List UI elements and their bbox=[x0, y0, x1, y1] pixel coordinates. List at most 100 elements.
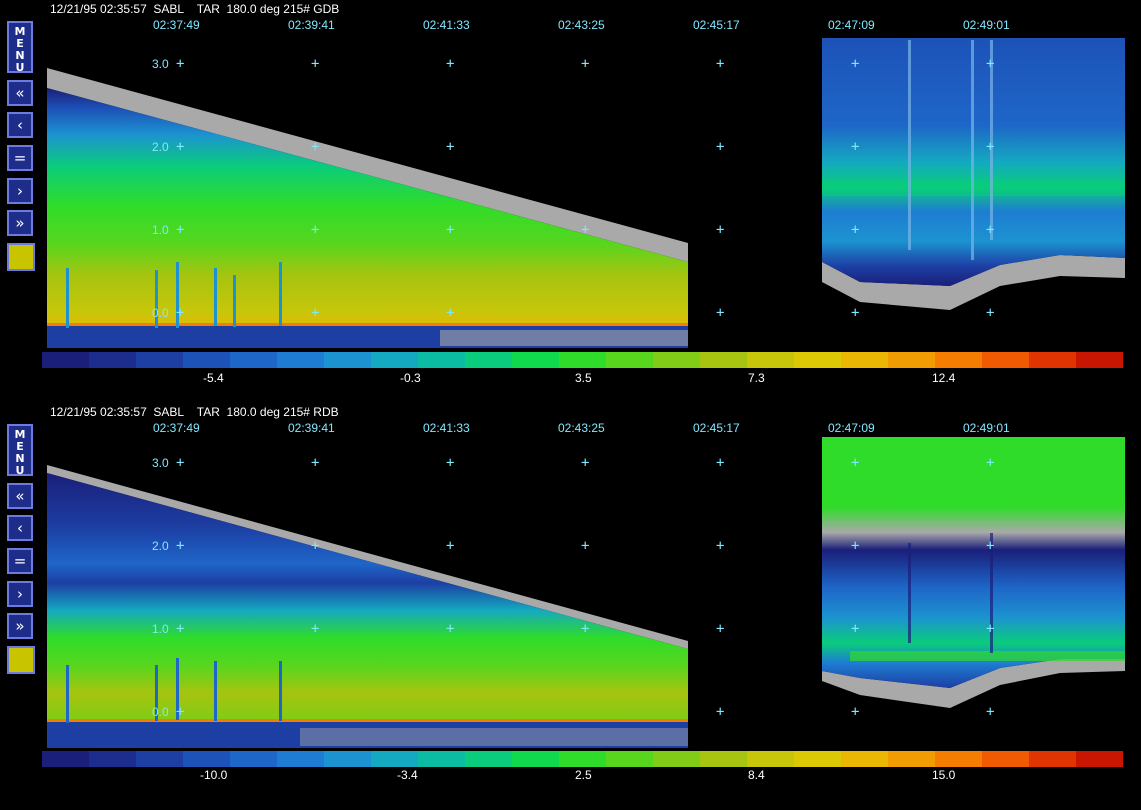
colorbar-segment bbox=[982, 751, 1029, 767]
time-tick: 02:43:25 bbox=[558, 18, 605, 32]
colorbar-segment bbox=[371, 352, 418, 368]
grid-marker: + bbox=[446, 538, 455, 554]
menu-button[interactable]: M E N U bbox=[7, 21, 33, 74]
colorbar-segment bbox=[888, 352, 935, 368]
colorbar-label: 3.5 bbox=[575, 371, 592, 385]
data-region-gray-edge-right bbox=[822, 659, 1125, 708]
colorbar-label: -0.3 bbox=[400, 371, 421, 385]
forward-fast-button[interactable]: » bbox=[7, 613, 33, 639]
step-forward-button[interactable]: › bbox=[7, 581, 33, 607]
grid-marker: + bbox=[716, 538, 725, 554]
cloud-streaks bbox=[66, 262, 282, 328]
colorbar-segment bbox=[1029, 751, 1076, 767]
colorbar-segment bbox=[935, 751, 982, 767]
height-label: 3.0 bbox=[152, 456, 169, 470]
grid-marker: + bbox=[446, 139, 455, 155]
colorbar-segment bbox=[841, 352, 888, 368]
height-label: 2.0 bbox=[152, 140, 169, 154]
time-tick: 02:37:49 bbox=[153, 421, 200, 435]
grid-marker: + bbox=[176, 538, 185, 554]
rewind-fast-button[interactable]: « bbox=[7, 483, 33, 509]
colorbar-segment bbox=[935, 352, 982, 368]
grid-marker: + bbox=[716, 704, 725, 720]
colorbar-segment bbox=[559, 751, 606, 767]
menu-button[interactable]: M E N U bbox=[7, 424, 33, 477]
data-region-right bbox=[822, 437, 1125, 688]
equal-button[interactable]: = bbox=[7, 548, 33, 574]
panel-rdb: 12/21/95 02:35:57 SABL TAR 180.0 deg 215… bbox=[0, 403, 1141, 803]
height-label: 1.0 bbox=[152, 622, 169, 636]
time-tick: 02:47:09 bbox=[828, 18, 875, 32]
colorbar-segment bbox=[559, 352, 606, 368]
ground-layer bbox=[47, 721, 688, 748]
forward-fast-button[interactable]: » bbox=[7, 210, 33, 236]
time-tick: 02:49:01 bbox=[963, 421, 1010, 435]
grid-marker: + bbox=[446, 222, 455, 238]
grid-marker: + bbox=[581, 621, 590, 637]
colorbar-label: 8.4 bbox=[748, 768, 765, 782]
colorbar-label: 15.0 bbox=[932, 768, 956, 782]
panel-header: 12/21/95 02:35:57 SABL TAR 180.0 deg 215… bbox=[50, 405, 339, 419]
grid-marker: + bbox=[716, 305, 725, 321]
grid-marker: + bbox=[986, 621, 995, 637]
equal-button[interactable]: = bbox=[7, 145, 33, 171]
data-region-left bbox=[47, 473, 688, 748]
colorbar-label: -3.4 bbox=[397, 768, 418, 782]
colorbar-segment bbox=[324, 352, 371, 368]
colorbar-segment bbox=[183, 751, 230, 767]
data-region-gray-edge bbox=[47, 68, 688, 262]
height-label: 0.0 bbox=[152, 705, 169, 719]
grid-marker: + bbox=[176, 704, 185, 720]
colorbar-segment bbox=[606, 352, 653, 368]
colorbar-segment bbox=[1076, 751, 1123, 767]
colorbar-segment bbox=[841, 751, 888, 767]
colorbar-segment bbox=[512, 352, 559, 368]
rewind-fast-button[interactable]: « bbox=[7, 80, 33, 106]
grid-marker: + bbox=[446, 621, 455, 637]
lidar-plot bbox=[47, 38, 1125, 348]
grid-marker: + bbox=[311, 621, 320, 637]
cloud-streaks bbox=[66, 658, 282, 723]
grid-marker: + bbox=[851, 538, 860, 554]
colorbar-segment bbox=[136, 352, 183, 368]
grid-marker: + bbox=[851, 222, 860, 238]
grid-marker: + bbox=[716, 139, 725, 155]
colorbar-label: -5.4 bbox=[203, 371, 224, 385]
colorbar-segment bbox=[700, 352, 747, 368]
color-swatch-button[interactable] bbox=[7, 243, 35, 271]
colorbar-segment bbox=[982, 352, 1029, 368]
time-tick: 02:41:33 bbox=[423, 421, 470, 435]
grid-marker: + bbox=[716, 455, 725, 471]
time-tick: 02:43:25 bbox=[558, 421, 605, 435]
grid-marker: + bbox=[176, 222, 185, 238]
colorbar-segment bbox=[465, 352, 512, 368]
grid-marker: + bbox=[446, 305, 455, 321]
colorbar-segment bbox=[136, 751, 183, 767]
grid-marker: + bbox=[446, 455, 455, 471]
grid-marker: + bbox=[986, 139, 995, 155]
grid-marker: + bbox=[176, 621, 185, 637]
grid-marker: + bbox=[851, 305, 860, 321]
panel-header: 12/21/95 02:35:57 SABL TAR 180.0 deg 215… bbox=[50, 2, 340, 16]
grid-marker: + bbox=[986, 305, 995, 321]
grid-marker: + bbox=[851, 56, 860, 72]
height-label: 0.0 bbox=[152, 306, 169, 320]
grid-marker: + bbox=[311, 56, 320, 72]
colorbar-segment bbox=[794, 751, 841, 767]
colorbar-segment bbox=[277, 751, 324, 767]
height-label: 2.0 bbox=[152, 539, 169, 553]
grid-marker: + bbox=[311, 538, 320, 554]
colorbar-segment bbox=[700, 751, 747, 767]
grid-marker: + bbox=[176, 455, 185, 471]
colorbar-segment bbox=[230, 751, 277, 767]
step-back-button[interactable]: ‹ bbox=[7, 515, 33, 541]
color-swatch-button[interactable] bbox=[7, 646, 35, 674]
colorbar-segment bbox=[418, 751, 465, 767]
grid-marker: + bbox=[851, 704, 860, 720]
colorbar-segment bbox=[183, 352, 230, 368]
step-back-button[interactable]: ‹ bbox=[7, 112, 33, 138]
time-tick: 02:37:49 bbox=[153, 18, 200, 32]
grid-marker: + bbox=[851, 139, 860, 155]
grid-marker: + bbox=[851, 455, 860, 471]
step-forward-button[interactable]: › bbox=[7, 178, 33, 204]
